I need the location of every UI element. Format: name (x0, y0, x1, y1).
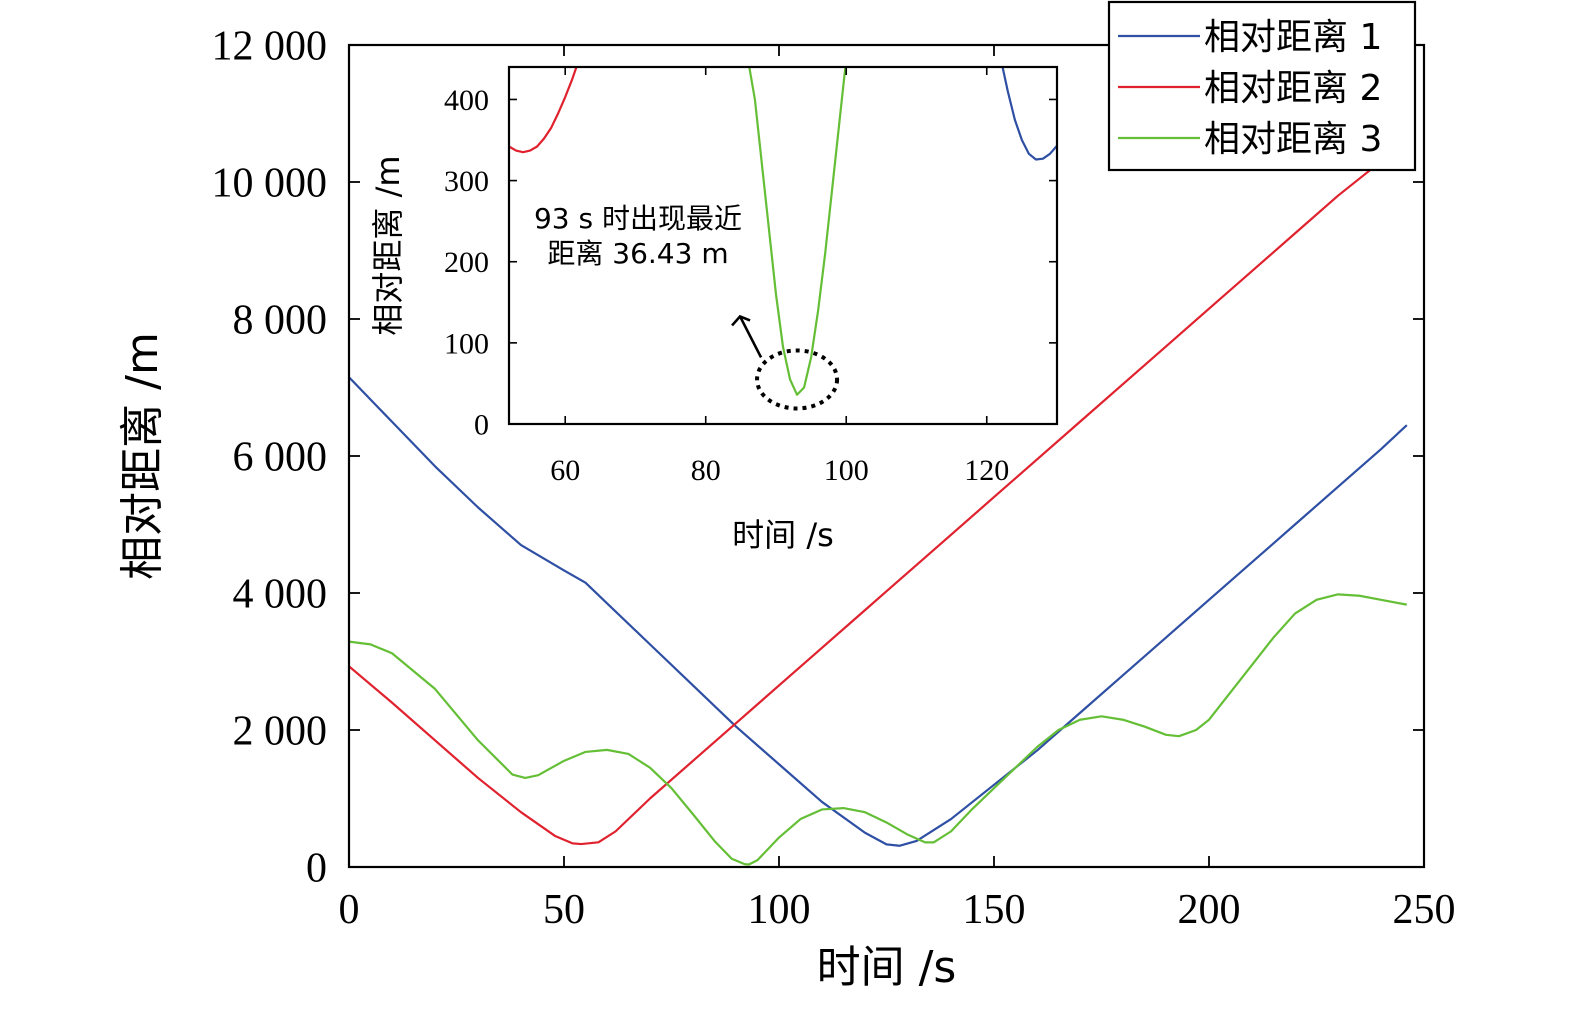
y-tick-label: 2 000 (233, 709, 328, 755)
legend-label-3: 相对距离 3 (1204, 119, 1382, 160)
series-line-1 (509, 67, 578, 154)
annotation-arrowhead (731, 314, 751, 327)
y-tick-label: 400 (444, 84, 489, 117)
legend-label-1: 相对距离 1 (1204, 17, 1382, 58)
series-line-3 (349, 593, 1408, 866)
legend: 相对距离 1 相对距离 2 相对距离 3 (1107, 0, 1417, 172)
y-tick-label: 300 (444, 165, 489, 198)
y-tick-label: 4 000 (233, 572, 328, 618)
legend-label-2: 相对距离 2 (1204, 68, 1382, 109)
y-tick-label: 8 000 (233, 298, 328, 344)
y-tick-label: 0 (306, 846, 327, 892)
y-axis-title: 相对距离 /m (117, 332, 168, 580)
x-tick-label: 50 (543, 887, 585, 933)
y-tick-label: 12 000 (212, 24, 328, 70)
annotation-line-1: 93 s 时出现最近 (534, 202, 742, 235)
y-axis-title: 相对距离 /m (369, 155, 407, 335)
annotation-line-2: 距离 36.43 m (547, 237, 728, 270)
x-axis-title: 时间 /s (817, 942, 957, 993)
x-tick-label: 100 (748, 887, 811, 933)
main-plot: 0 50 100 150 200 250 0 2 000 4 000 6 000 8 000 10 0… (117, 24, 1456, 993)
x-tick-label: 200 (1178, 887, 1241, 933)
x-tick-label: 0 (339, 887, 360, 933)
x-tick-label: 250 (1393, 887, 1456, 933)
annotation-arrow (738, 315, 763, 359)
x-tick-label: 100 (824, 454, 869, 487)
x-tick-label: 60 (550, 454, 580, 487)
series-line-2 (349, 140, 1408, 846)
y-tick-label: 10 000 (212, 161, 328, 207)
inset-plot: 60 80 100 120 0 100 200 300 400 时间 /s 相对距离 /m 93 s … (369, 65, 1059, 554)
highlight-ellipse (755, 348, 840, 411)
x-tick-label: 120 (964, 454, 1009, 487)
series-line-3 (1001, 67, 1057, 161)
y-tick-label: 100 (444, 327, 489, 360)
y-tick-label: 6 000 (233, 435, 328, 481)
x-tick-label: 150 (963, 887, 1026, 933)
x-axis-title: 时间 /s (732, 516, 834, 554)
inset-background (509, 67, 1057, 424)
plot-frame (507, 65, 1059, 426)
y-tick-label: 200 (444, 246, 489, 279)
series-line-1 (349, 376, 1408, 847)
series-line-2 (748, 67, 847, 396)
x-tick-label: 80 (691, 454, 721, 487)
y-tick-label: 0 (474, 409, 489, 442)
